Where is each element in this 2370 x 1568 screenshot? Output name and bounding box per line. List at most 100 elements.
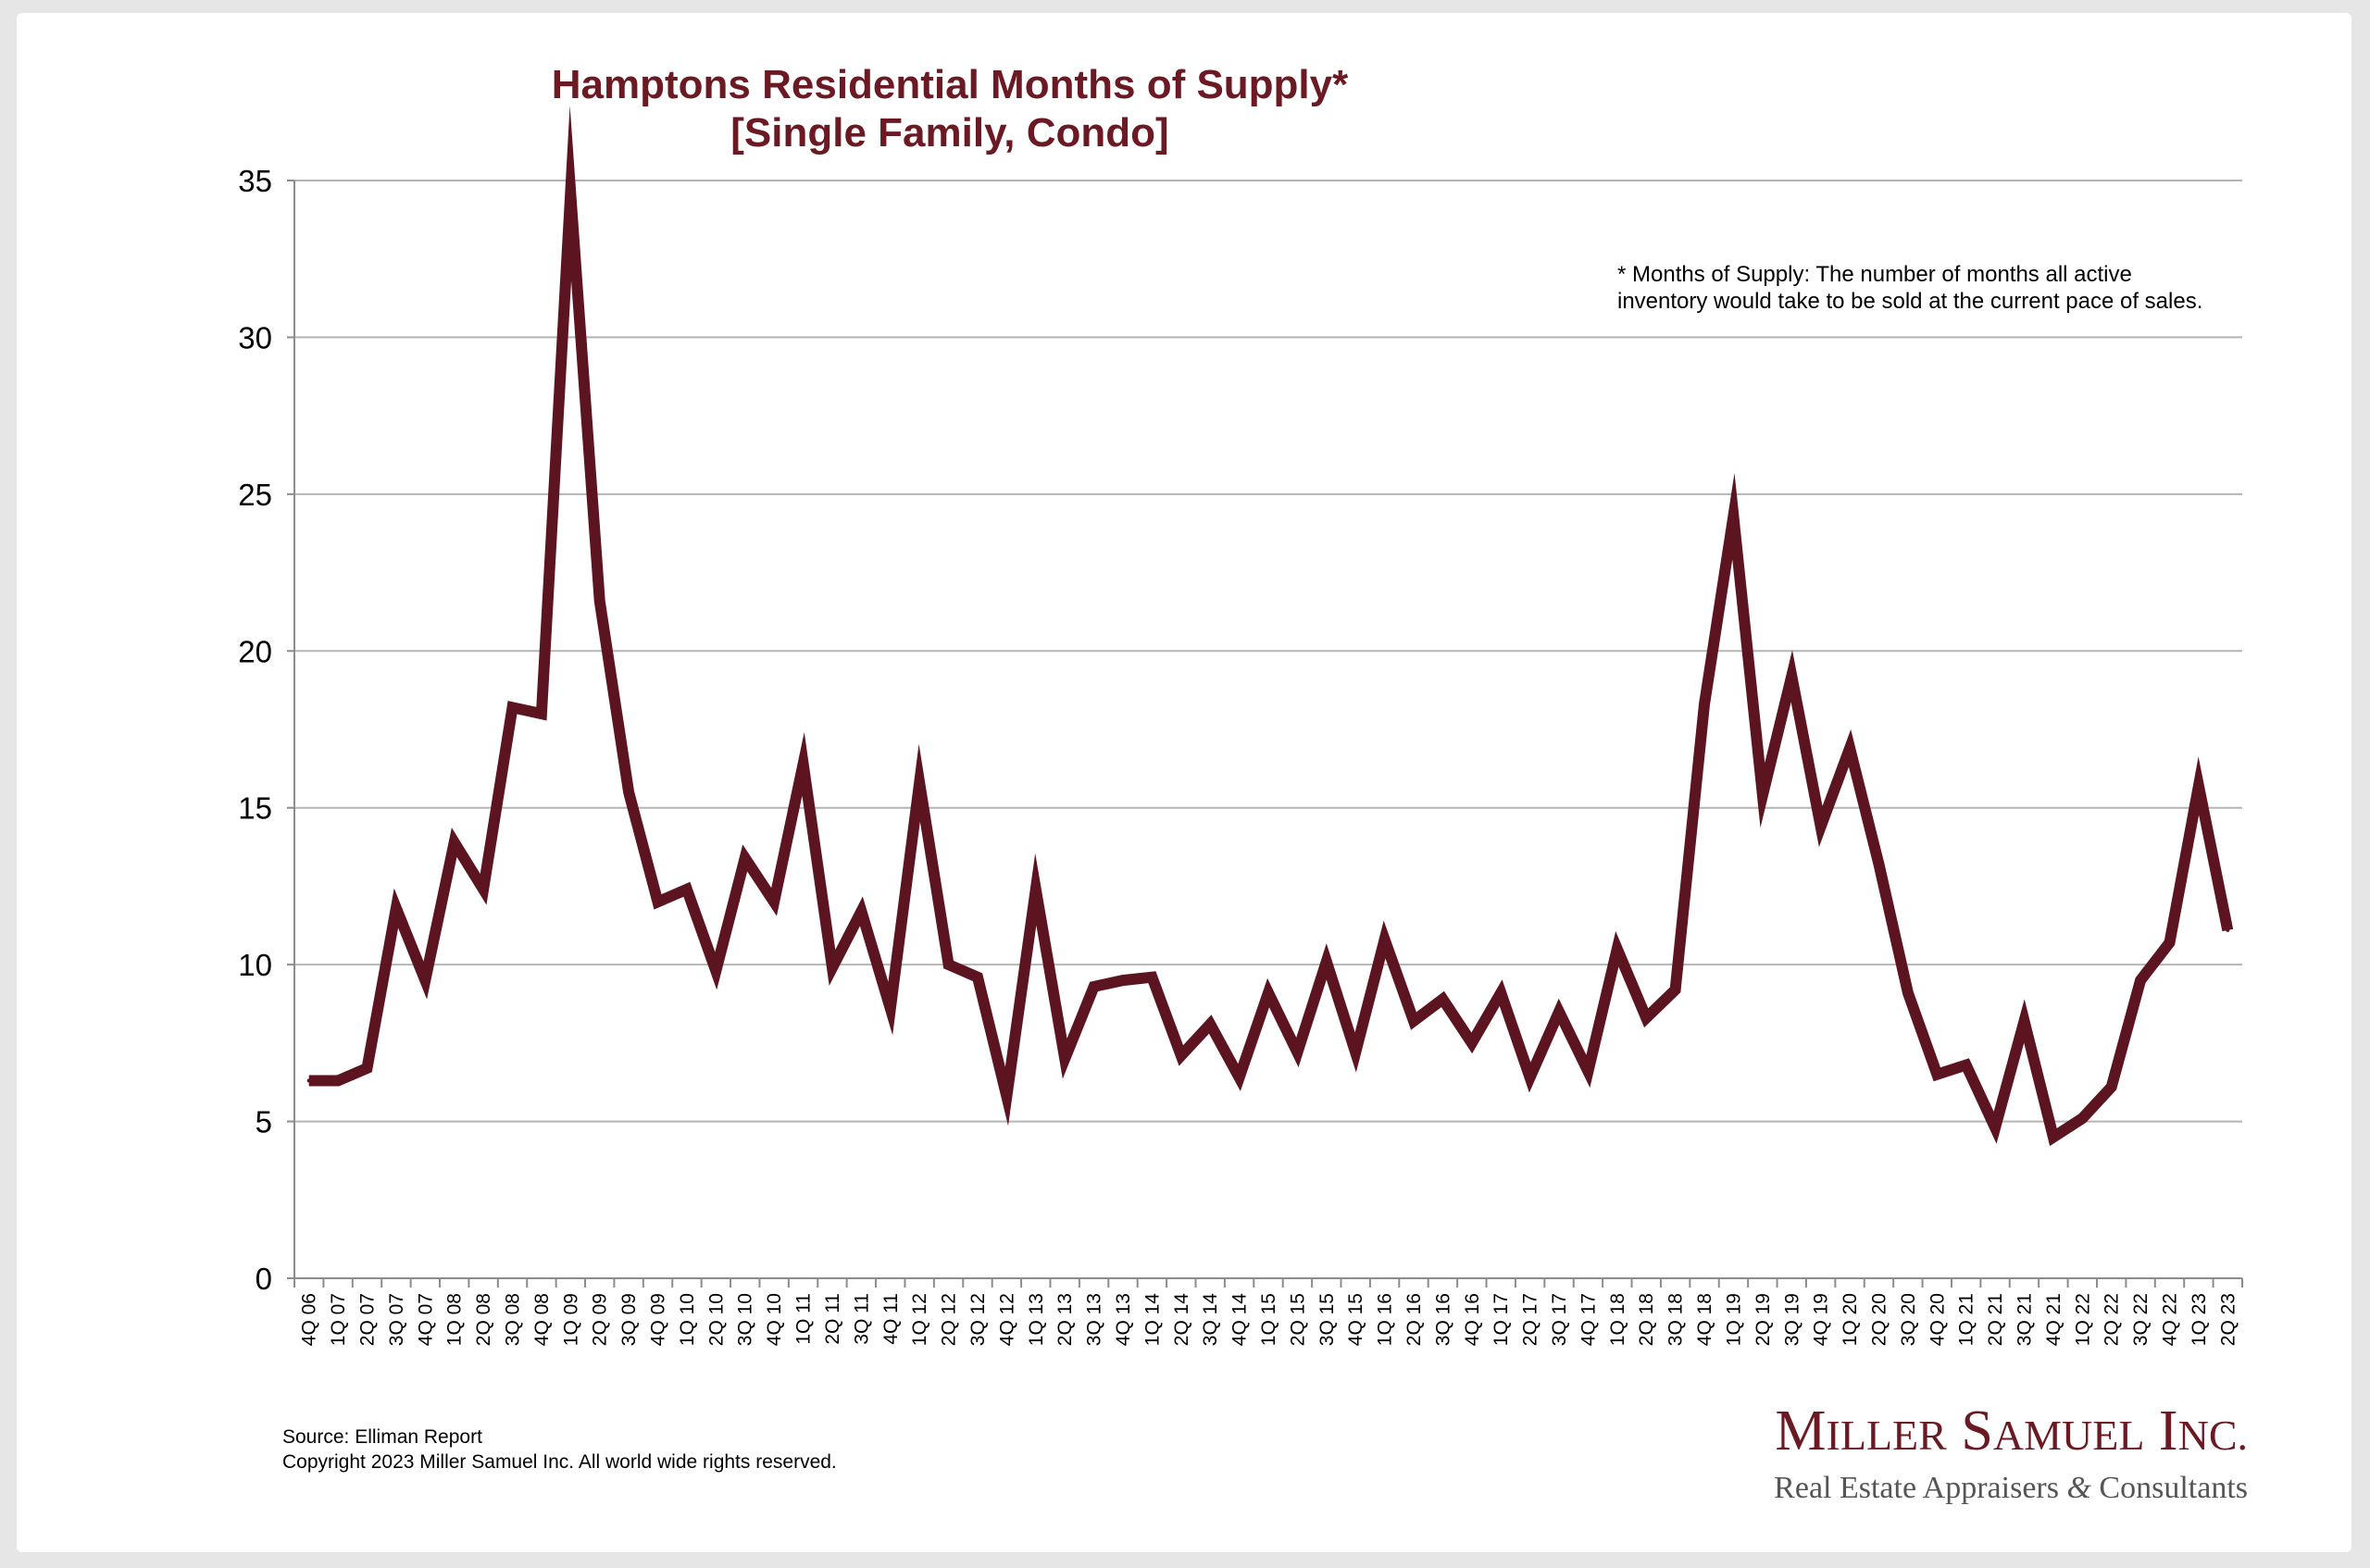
x-tick-label: 1Q 16 — [1375, 1293, 1396, 1346]
data-point — [1499, 990, 1503, 995]
x-tick-label: 2Q 09 — [590, 1293, 611, 1346]
x-tick-label: 3Q 08 — [503, 1293, 524, 1346]
data-point — [306, 1078, 311, 1083]
x-tick-label: 1Q 17 — [1491, 1293, 1512, 1346]
data-point — [1295, 1051, 1300, 1055]
data-point — [684, 887, 689, 891]
x-tick-label: 1Q 13 — [1026, 1293, 1047, 1346]
data-point — [568, 191, 573, 195]
data-point — [336, 1078, 341, 1083]
x-tick-label: 3Q 10 — [735, 1293, 756, 1346]
data-point — [1324, 959, 1328, 964]
x-tick-label: 2Q 15 — [1287, 1293, 1308, 1346]
data-point — [655, 900, 660, 904]
company-logo: MILLER SAMUEL INC. Real Estate Appraiser… — [1774, 1400, 2248, 1505]
x-tick-label: 2Q 07 — [357, 1293, 379, 1346]
data-point — [1615, 947, 1619, 952]
x-tick-label: 3Q 13 — [1084, 1293, 1105, 1346]
x-tick-label: 4Q 09 — [648, 1293, 669, 1346]
data-point — [1033, 887, 1038, 891]
data-point — [946, 963, 951, 967]
x-tick-label: 4Q 15 — [1345, 1293, 1366, 1346]
data-point — [888, 1006, 892, 1011]
logo-name: MILLER SAMUEL INC. — [1775, 1400, 2248, 1462]
data-point — [1120, 978, 1125, 983]
x-tick-label: 4Q 13 — [1113, 1293, 1134, 1346]
data-point — [2196, 783, 2201, 788]
x-tick-label: 4Q 16 — [1462, 1293, 1483, 1346]
data-point — [1673, 988, 1678, 992]
data-point — [2051, 1135, 2055, 1139]
annotation-line-1: * Months of Supply: The number of months… — [1617, 262, 2132, 287]
data-point — [1703, 702, 1707, 706]
data-point — [1528, 1076, 1532, 1080]
x-tick-label: 1Q 12 — [909, 1293, 930, 1346]
data-point — [975, 975, 979, 979]
data-point — [1905, 990, 1910, 995]
x-tick-label: 4Q 20 — [1927, 1293, 1948, 1346]
data-point — [1877, 862, 1881, 866]
x-tick-label: 4Q 17 — [1578, 1293, 1599, 1346]
y-axis: 0 5 10 15 20 25 30 35 — [238, 164, 295, 1296]
data-point — [1353, 1051, 1358, 1055]
data-point — [1091, 984, 1096, 989]
x-tick-label: 4Q 22 — [2159, 1293, 2180, 1346]
x-tick-label: 1Q 10 — [677, 1293, 698, 1346]
data-point — [1586, 1069, 1590, 1074]
data-point — [1004, 1094, 1009, 1099]
data-point — [1266, 990, 1270, 995]
data-point — [1208, 1022, 1213, 1027]
x-tick-label: 2Q 23 — [2217, 1293, 2239, 1346]
y-tick-label: 15 — [238, 791, 272, 826]
x-tick-label: 4Q 14 — [1229, 1293, 1251, 1347]
data-point — [481, 887, 486, 891]
data-point — [917, 780, 922, 785]
x-tick-label: 1Q 23 — [2189, 1293, 2210, 1346]
x-tick-label: 2Q 21 — [1985, 1293, 2006, 1346]
x-tick-label: 3Q 16 — [1432, 1293, 1453, 1346]
x-tick-label: 4Q 11 — [880, 1293, 902, 1345]
x-tick-label: 4Q 19 — [1811, 1293, 1832, 1346]
x-tick-label: 3Q 15 — [1316, 1293, 1338, 1346]
data-point — [1993, 1126, 1998, 1130]
x-tick-label: 3Q 11 — [851, 1293, 872, 1345]
x-tick-label: 3Q 12 — [967, 1293, 989, 1346]
x-tick-label: 2Q 22 — [2102, 1293, 2123, 1346]
chart-subtitle: [Single Family, Condo] — [730, 110, 1168, 156]
data-point — [2167, 940, 2172, 945]
x-tick-label: 4Q 18 — [1694, 1293, 1715, 1346]
x-tick-label: 1Q 20 — [1840, 1293, 1861, 1346]
x-axis: 4Q 06 1Q 07 2Q 07 3Q 07 4Q 07 1Q 08 2Q 08 3Q 08… — [293, 1278, 2243, 1347]
x-tick-label: 4Q 06 — [299, 1293, 320, 1346]
x-tick-label: 1Q 08 — [444, 1293, 466, 1346]
data-point — [2109, 1085, 2114, 1089]
data-point — [510, 705, 515, 710]
chart-title: Hamptons Residential Months of Supply* — [552, 62, 1349, 107]
data-point — [1469, 1040, 1474, 1045]
data-point — [1237, 1076, 1241, 1080]
data-point — [772, 900, 777, 904]
data-point — [1644, 1015, 1649, 1020]
x-tick-label: 3Q 09 — [618, 1293, 640, 1346]
data-point — [2022, 1019, 2027, 1024]
y-tick-label: 25 — [238, 478, 272, 512]
data-point — [742, 855, 747, 860]
data-point — [1179, 1053, 1183, 1058]
data-point — [1935, 1072, 1940, 1076]
data-point — [1382, 938, 1387, 942]
line-chart: Hamptons Residential Months of Supply* [… — [238, 62, 2248, 1505]
x-tick-label: 2Q 18 — [1636, 1293, 1657, 1346]
x-tick-label: 3Q 19 — [1781, 1293, 1802, 1346]
data-point — [365, 1065, 369, 1070]
x-tick-label: 2Q 16 — [1403, 1293, 1425, 1346]
data-point — [1441, 997, 1445, 1002]
data-point — [830, 965, 834, 970]
gridlines — [294, 180, 2242, 1279]
x-tick-label: 1Q 18 — [1607, 1293, 1628, 1346]
y-tick-label: 35 — [238, 164, 272, 198]
x-tick-label: 2Q 20 — [1868, 1293, 1890, 1346]
source-note: Source: Elliman Report — [282, 1426, 482, 1448]
data-point — [539, 712, 543, 716]
annotation-line-2: inventory would take to be sold at the c… — [1617, 289, 2202, 314]
data-point — [2139, 978, 2143, 983]
